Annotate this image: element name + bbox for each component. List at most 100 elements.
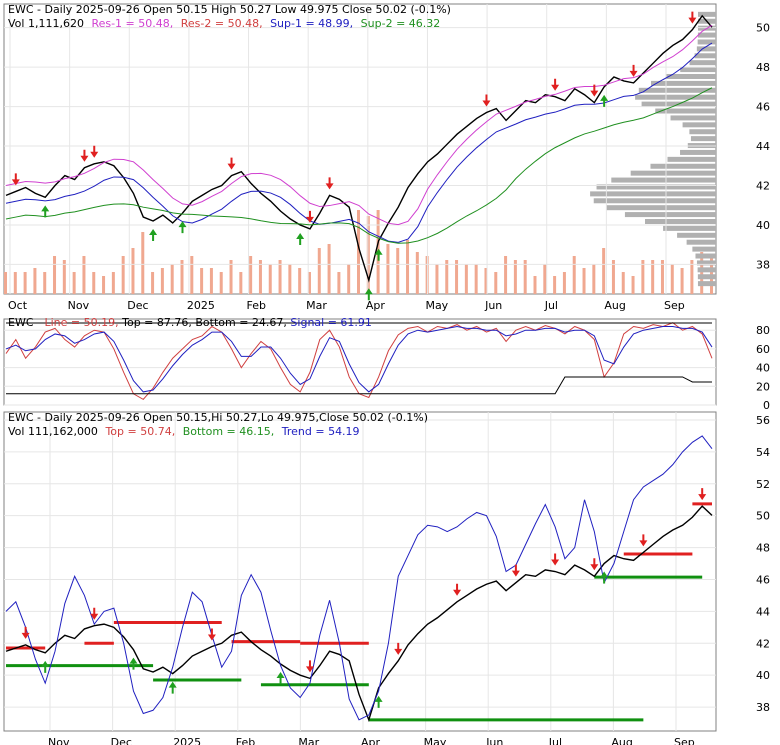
volume-bar <box>239 272 243 294</box>
trend-top: Top = 50.74, <box>104 425 175 438</box>
x-tick-label: Oct <box>8 299 28 312</box>
y-tick-label: 44 <box>756 605 770 618</box>
volume-bar <box>660 260 664 294</box>
profile-bar <box>667 156 716 162</box>
x-tick-label: May <box>424 736 447 745</box>
price-res2: Res-2 = 50.48, <box>181 17 263 30</box>
volume-bar <box>386 244 390 294</box>
x-tick-label: Sep <box>674 736 695 745</box>
volume-bar <box>219 272 223 294</box>
volume-bar <box>200 268 204 294</box>
volume-bar <box>62 260 66 294</box>
volume-bar <box>160 268 164 294</box>
profile-bar <box>686 239 716 245</box>
volume-bar <box>533 276 537 294</box>
x-tick-label: Aug <box>604 299 625 312</box>
profile-bar <box>630 170 716 176</box>
volume-bar <box>337 272 341 294</box>
y-tick-label: 56 <box>756 414 770 427</box>
sell-arrow <box>11 173 20 186</box>
sell-arrow <box>305 210 314 223</box>
volume-bar <box>641 260 645 294</box>
buy-arrow <box>374 248 383 261</box>
profile-bar <box>624 212 716 218</box>
y-tick-label: 48 <box>756 542 770 555</box>
volume-bar <box>180 260 184 294</box>
volume-bar <box>307 272 311 294</box>
buy-arrow <box>129 657 138 670</box>
buy-arrow <box>600 94 609 107</box>
x-tick-label: Jul <box>544 299 558 312</box>
sup2-line <box>5 87 713 244</box>
buy-arrow <box>296 232 305 245</box>
volume-bar <box>680 268 684 294</box>
volume-bar <box>258 260 262 294</box>
trend-series-0 <box>5 505 713 722</box>
volume-bar <box>592 264 596 294</box>
price-title: EWC - Daily 2025-09-26 Open 50.15 High 5… <box>8 3 451 16</box>
buy-arrow <box>178 221 187 234</box>
sell-arrow <box>394 642 403 655</box>
volume-profile <box>590 11 716 287</box>
volume-bar <box>415 252 419 294</box>
osc-title-3: Bottom = 24.67, <box>195 316 287 329</box>
buy-arrow <box>600 571 609 584</box>
sell-arrow <box>453 583 462 596</box>
x-tick-label: Mar <box>298 736 319 745</box>
sell-arrow <box>629 64 638 77</box>
y-tick-label: 44 <box>756 140 770 153</box>
x-tick-label: Sep <box>664 299 685 312</box>
volume-bar <box>357 210 360 294</box>
trend-volume-line: Vol 111,162,000 Top = 50.74, Bottom = 46… <box>8 425 360 438</box>
y-tick-label: 50 <box>756 22 770 35</box>
profile-bar <box>682 122 716 128</box>
volume-bar <box>13 272 17 294</box>
profile-bar <box>695 253 716 259</box>
volume-bar <box>611 260 615 294</box>
price-arrows <box>11 11 697 301</box>
trend-trend: Trend = 54.19 <box>281 425 360 438</box>
osc-series-1 <box>5 325 713 393</box>
y-tick-label: 52 <box>756 478 770 491</box>
osc-series-3 <box>6 376 712 395</box>
profile-bar <box>680 67 716 73</box>
price-grid <box>4 4 716 294</box>
volume-bar <box>33 268 37 294</box>
volume-bar <box>209 268 213 294</box>
y-tick-label: 48 <box>756 61 770 74</box>
buy-arrow <box>364 288 373 301</box>
x-tick-label: 2025 <box>187 299 215 312</box>
osc-title-4: Signal = 61.91 <box>290 316 372 329</box>
profile-bar <box>666 73 716 79</box>
volume-bar <box>229 260 233 294</box>
sell-arrow <box>207 628 216 641</box>
profile-bar <box>593 198 716 204</box>
profile-bar <box>697 274 716 280</box>
profile-bar <box>670 115 716 121</box>
y-tick-label: 46 <box>756 101 770 114</box>
volume-bar <box>474 264 478 294</box>
profile-bar <box>635 94 716 100</box>
price-x-ticks: Oct Nov Dec 2025 Feb Mar Apr May Jun Jul Aug Sep <box>8 299 685 312</box>
volume-bar <box>504 256 508 294</box>
sell-arrow <box>90 607 99 620</box>
volume-bars <box>4 210 713 294</box>
volume-bar <box>572 256 576 294</box>
sell-arrow <box>305 660 314 673</box>
profile-bar <box>590 191 716 197</box>
trend-x-ticks: Nov Dec 2025 Feb Mar Apr May Jun Jul Aug Sep <box>48 736 695 745</box>
profile-bar <box>611 177 716 183</box>
profile-bar <box>697 11 716 17</box>
oscillator-grid <box>4 329 716 406</box>
volume-bar <box>131 248 135 294</box>
volume-bar <box>151 272 155 294</box>
profile-bar <box>696 46 716 52</box>
volume-bar <box>141 232 145 294</box>
volume-bar <box>582 268 586 294</box>
buy-arrow <box>41 660 50 673</box>
x-tick-label: May <box>425 299 448 312</box>
volume-bar <box>82 256 86 294</box>
volume-bar <box>484 268 488 294</box>
buy-arrow <box>41 205 50 218</box>
price-sup2: Sup-2 = 46.32 <box>361 17 441 30</box>
